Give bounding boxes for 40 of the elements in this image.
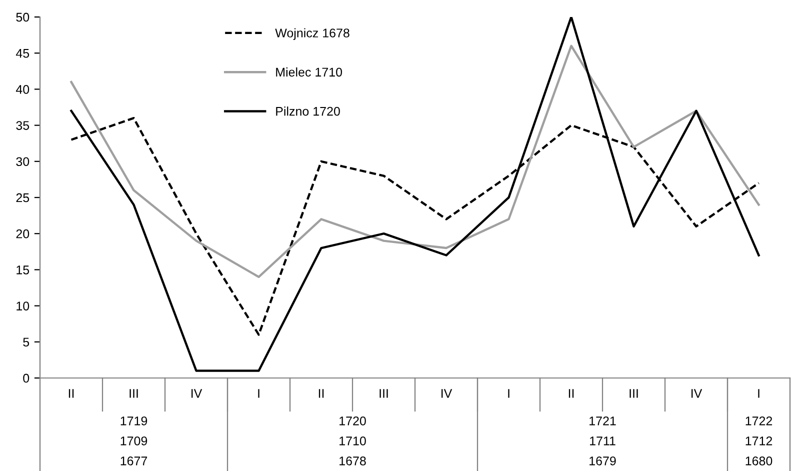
x-tick-label: IV [192,389,202,398]
line-series [70,44,760,278]
text: 1710 [340,436,366,446]
y-tick-label: 40 [16,85,30,94]
text: 1720 [340,416,366,426]
x-tick-label: IV [442,389,452,398]
text: 1721 [590,416,616,426]
line-series [70,17,760,372]
y-tick-label: 10 [16,302,30,310]
text: 1711 [590,436,616,446]
x-tick-label: III [380,389,388,398]
y-tick-label: 5 [23,338,30,347]
text: 1680 [746,456,772,466]
x-tick-label: II [568,389,574,398]
y-tick-label: 0 [23,374,30,383]
legend-label: Pilzno 1720 [276,106,340,116]
x-tick-label: I [758,389,760,398]
text: 1677 [120,456,148,466]
y-tick-label: 50 [16,12,30,22]
y-tick-label: 35 [16,121,30,130]
y-tick-label: 20 [16,229,30,238]
legend-label: Mielec 1710 [276,67,342,77]
text: 1719 [120,416,148,426]
x-tick-label: I [508,389,510,398]
text: 1712 [746,436,772,446]
legend-label: Wojnicz 1678 [275,28,350,40]
x-tick-label: II [318,389,324,398]
y-tick-label: 45 [16,49,30,58]
x-tick-label: III [630,389,638,398]
text: 1722 [746,416,772,426]
x-tick-label: II [68,389,74,398]
x-tick-label: I [258,389,260,398]
x-tick-label: IV [692,389,702,398]
y-tick-label: 25 [16,193,30,202]
text: 1678 [340,456,366,466]
text: 1679 [590,456,616,466]
y-tick-label: 30 [16,157,30,166]
y-tick-label: 15 [16,266,30,274]
text: 1709 [120,436,148,446]
x-tick-label: III [130,389,138,398]
